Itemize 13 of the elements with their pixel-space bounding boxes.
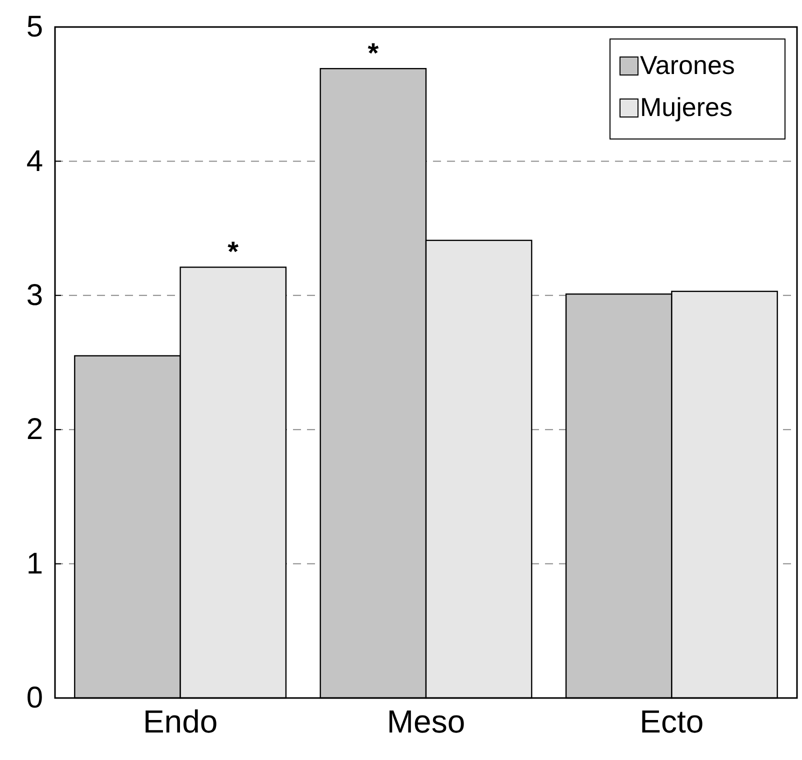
x-tick-label: Ecto — [640, 704, 704, 740]
annotation: * — [228, 236, 239, 268]
annotation: * — [368, 38, 379, 69]
y-tick-label: 3 — [26, 279, 43, 312]
y-tick-label: 5 — [26, 10, 43, 44]
y-tick-label: 2 — [26, 413, 43, 446]
legend-label: Varones — [640, 50, 735, 80]
y-tick-label: 0 — [26, 682, 43, 715]
x-tick-label: Meso — [386, 704, 466, 740]
y-tick-label: 4 — [26, 144, 43, 178]
legend-label: Mujeres — [640, 92, 732, 122]
y-tick-label: 1 — [26, 547, 43, 580]
x-tick-label: Endo — [142, 704, 218, 740]
